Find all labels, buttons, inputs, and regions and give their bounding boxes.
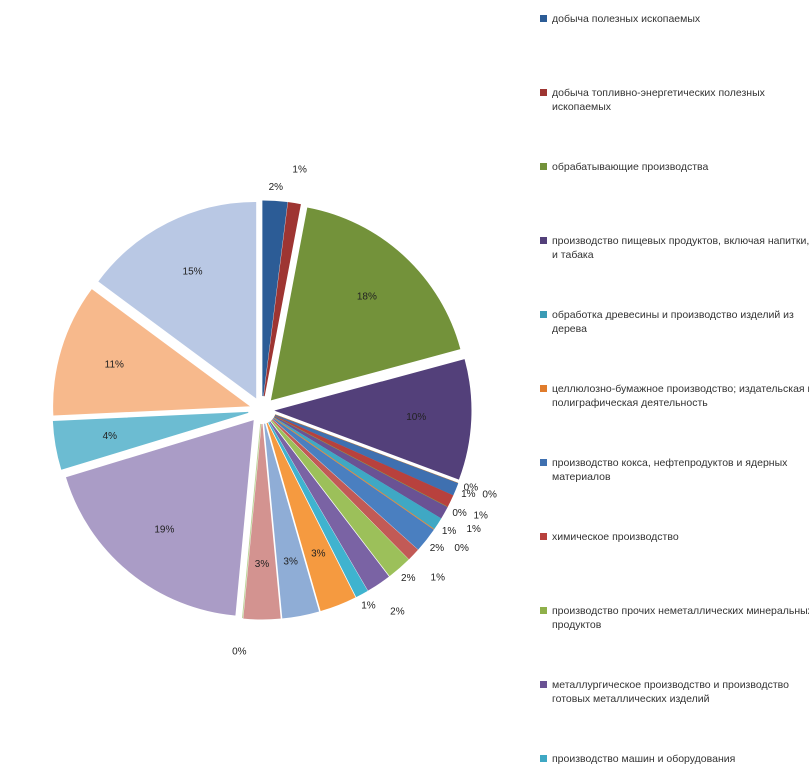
data-label: 3% [255,559,270,570]
pie-slice [269,421,390,591]
pie-slice [272,418,434,550]
pie-slice [270,420,409,577]
pie-slice [273,416,448,519]
legend-swatch [540,607,547,614]
pie-slice [268,422,368,598]
data-label: 1% [292,165,307,176]
legend-swatch [540,163,547,170]
pie-slice [243,423,281,620]
legend-label: производство прочих неметаллических мине… [552,605,809,631]
legend-item: добыча топливно-энергетических полезных … [540,86,809,114]
data-label: 2% [401,573,416,584]
pie-slice [263,202,301,397]
legend-item: обрабатывающие производства [540,160,809,174]
legend-item: производство машин и оборудования [540,752,809,766]
legend-swatch [540,385,547,392]
legend-label: химическое производство [552,531,679,543]
data-label: 4% [103,431,118,442]
legend-item: добыча полезных ископаемых [540,12,809,26]
data-label: 2% [390,606,405,617]
legend-label: производство кокса, нефтепродуктов и яде… [552,457,788,483]
legend-label: обрабатывающие производства [552,161,709,173]
data-label: 0% [232,647,247,658]
chart: 2%1%18%10%0%0%1%1%0%1%1%0%2%1%2%2%1%3%3%… [52,165,497,658]
data-label: 1% [361,601,376,612]
data-label: 2% [269,182,284,193]
data-label: 1% [431,572,446,583]
data-label: 1% [466,524,481,535]
pie-slice [53,289,251,416]
legend-item: целлюлозно-бумажное производство; издате… [540,382,809,410]
pie-slice [65,420,254,616]
legend-item: химическое производство [540,530,809,544]
legend-swatch [540,681,547,688]
data-label: 0% [482,490,497,501]
legend-item: производство прочих неметаллических мине… [540,604,809,632]
pie-slice [270,207,461,401]
pie-slice [264,423,320,619]
legend-item: обработка древесины и производство издел… [540,308,809,336]
data-label: 19% [154,524,174,535]
pie-slice [274,414,459,496]
data-label: 1% [473,511,488,522]
legend-label: добыча топливно-энергетических полезных … [552,87,765,113]
legend-item: производство кокса, нефтепродуктов и яде… [540,456,809,484]
legend-label: целлюлозно-бумажное производство; издате… [552,383,809,409]
data-label: 0% [454,543,469,554]
data-label: 0% [464,483,479,494]
legend-swatch [540,311,547,318]
legend-swatch [540,237,547,244]
legend-label: производство пищевых продуктов, включая … [552,235,809,261]
pie-slice [52,411,249,470]
data-label: 2% [430,543,445,554]
data-label: 10% [406,412,426,423]
legend-swatch [540,755,547,762]
legend-label: обработка древесины и производство издел… [552,309,794,335]
legend-swatch [540,15,547,22]
data-label: 15% [183,267,203,278]
legend-swatch [540,89,547,96]
data-label: 3% [283,556,298,567]
data-label: 0% [452,508,467,519]
data-label: 11% [105,360,124,371]
pie-slice [266,422,356,612]
pie-slice [262,200,288,397]
pie-slice [271,419,419,560]
data-label: 18% [357,291,377,302]
data-label: 1% [442,526,457,537]
legend-label: производство машин и оборудования [552,753,736,765]
legend-label: металлургическое производство и производ… [552,679,789,705]
legend-swatch [540,459,547,466]
legend-item: производство пищевых продуктов, включая … [540,234,809,262]
pie-slice [98,201,257,399]
legend-item: металлургическое производство и производ… [540,678,809,706]
pie-slice [274,359,472,480]
data-label: 1% [461,489,476,500]
legend-label: добыча полезных ископаемых [552,13,701,25]
data-label: 3% [311,548,326,559]
legend-swatch [540,533,547,540]
